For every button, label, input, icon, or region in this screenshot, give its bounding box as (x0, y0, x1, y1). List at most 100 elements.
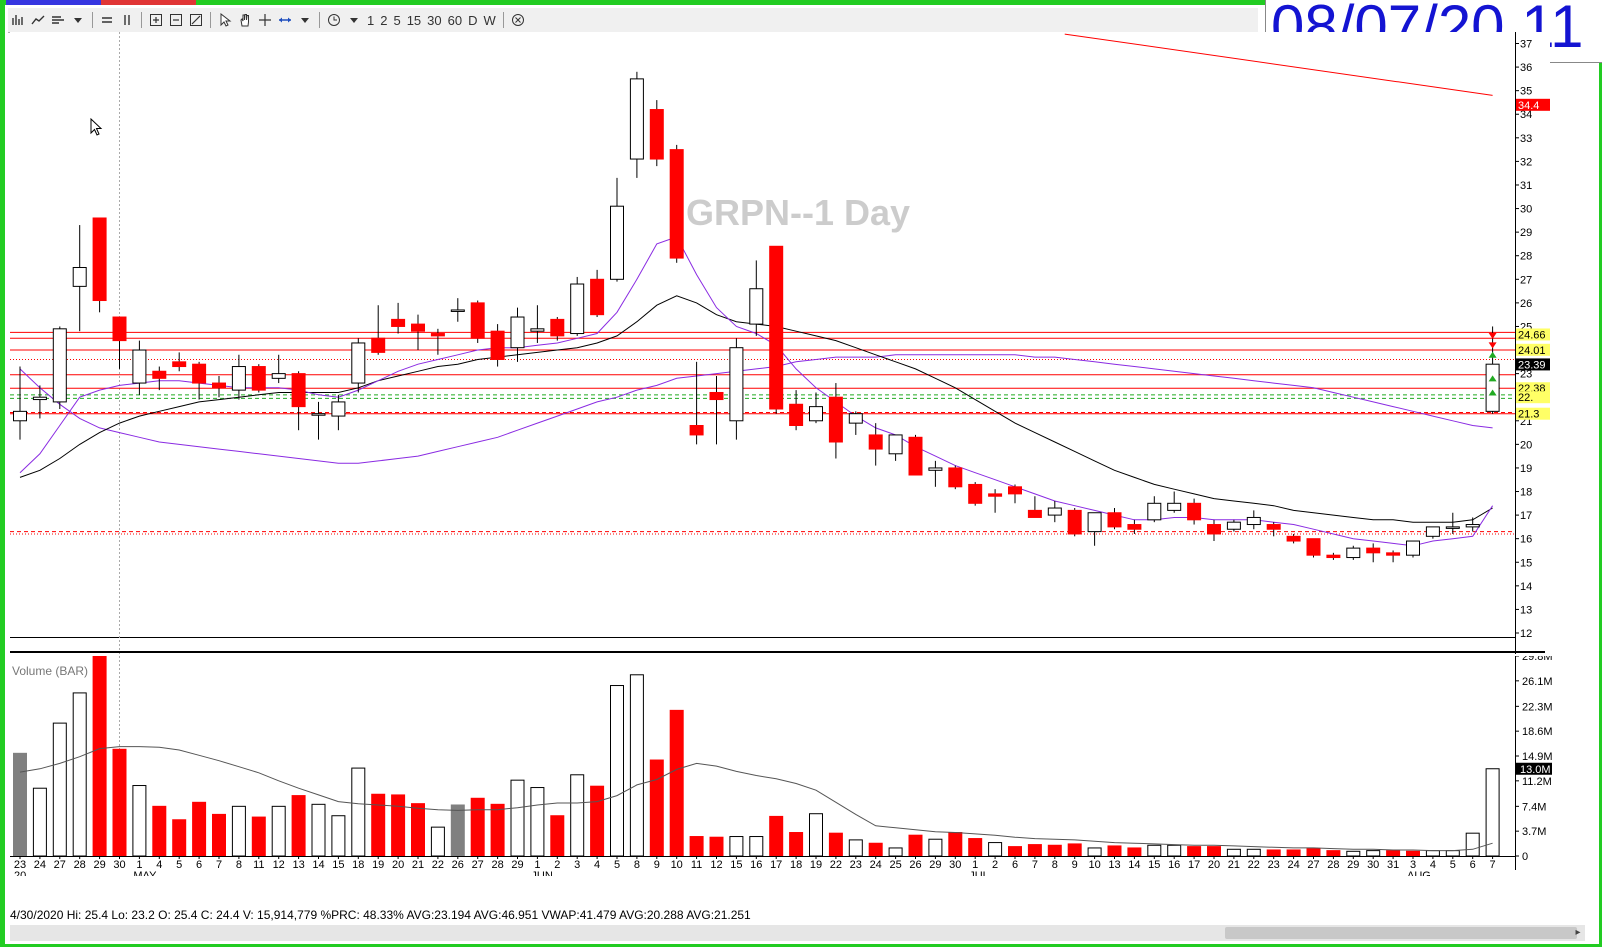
period-5-button[interactable]: 5 (393, 12, 401, 28)
pane-divider[interactable] (10, 651, 1545, 653)
x-tick-label: 18 (352, 859, 364, 871)
y-tick-label: 36 (1520, 62, 1532, 74)
zoom-in-icon[interactable] (147, 10, 165, 30)
candle-body (689, 424, 704, 436)
candle-body (1386, 552, 1401, 556)
mouse-cursor-icon (90, 117, 104, 143)
equal-lines-icon[interactable] (98, 10, 116, 30)
x-tick-label: 29 (1347, 859, 1359, 871)
pause-lines-icon[interactable] (118, 10, 136, 30)
scroll-right-arrow-icon[interactable]: ▸ (1575, 927, 1581, 938)
horizontal-scrollbar[interactable]: ▸ (10, 925, 1585, 941)
period-60-button[interactable]: 60 (447, 12, 463, 28)
volume-chart: 29.8M 26.1M 22.3M 18.6M 14.9M 11.2M 7.4M 3.7M 0 1… (10, 656, 1553, 876)
candle-body (331, 401, 346, 417)
chart-style-dropdown-icon[interactable] (69, 10, 87, 30)
zoom-out-icon[interactable] (167, 10, 185, 30)
title-bar-red-block (101, 0, 196, 5)
signal-marker-icon (1488, 375, 1497, 382)
volume-bar (610, 685, 624, 857)
volume-chart-pane[interactable]: 29.8M 26.1M 22.3M 18.6M 14.9M 11.2M 7.4M 3.7M 0 1… (10, 656, 1601, 876)
candle-body (1286, 535, 1301, 542)
x-tick-label: 23 (14, 859, 26, 871)
candle-body (1127, 524, 1142, 530)
volume-bar (908, 834, 923, 857)
candle-body (470, 302, 485, 339)
pointer-icon[interactable] (216, 10, 234, 30)
candle-body (1465, 524, 1480, 528)
toolbar-divider (141, 12, 142, 28)
candle-body (868, 434, 883, 450)
zoom-fit-icon[interactable] (187, 10, 205, 30)
line-chart-icon[interactable] (29, 10, 47, 30)
volume-bar (1167, 844, 1182, 857)
price-label-box (1516, 343, 1550, 356)
candle-body (1485, 363, 1500, 412)
candle-body (968, 483, 983, 504)
price-label: 21.3 (1518, 409, 1539, 421)
interval-dropdown-icon[interactable] (345, 10, 363, 30)
candle-body (1027, 509, 1042, 518)
x-tick-label: 4 (594, 859, 600, 871)
candle-body (411, 323, 425, 332)
candle-body (1445, 526, 1460, 529)
bar-chart-icon[interactable] (9, 10, 27, 30)
x-tick-label: 3 (574, 859, 580, 871)
candle-body (789, 403, 804, 426)
volume-bar (789, 832, 804, 857)
candle-body (112, 316, 127, 342)
x-tick-label: 25 (889, 859, 901, 871)
period-week-button[interactable]: W (483, 12, 496, 28)
price-label: 34.4 (1518, 100, 1539, 112)
period-2-button[interactable]: 2 (380, 12, 388, 28)
measure-icon[interactable] (276, 10, 294, 30)
x-tick-label: 4 (1430, 859, 1436, 871)
scrollbar-thumb[interactable] (1225, 927, 1577, 939)
hand-icon[interactable] (236, 10, 254, 30)
y-tick-label: 37 (1520, 39, 1532, 51)
x-tick-label: 11 (253, 859, 264, 871)
x-tick-label: 2 (554, 859, 560, 871)
volume-bar (570, 774, 585, 857)
candle-body (709, 391, 724, 401)
x-tick-label: 22 (432, 859, 444, 871)
volume-tick-label: 11.2M (1522, 776, 1552, 788)
y-tick-label: 34 (1520, 109, 1532, 121)
x-tick-label: 18 (790, 859, 802, 871)
candle-body (231, 366, 246, 391)
price-label: 24.66 (1518, 329, 1546, 341)
x-tick-label: 26 (909, 859, 921, 871)
candle-body (948, 467, 963, 488)
candle-body (132, 349, 147, 384)
crosshair-icon[interactable] (256, 10, 274, 30)
volume-bar (1027, 844, 1042, 857)
volume-bar (251, 816, 266, 857)
x-tick-label: 9 (654, 859, 660, 871)
x-tick-label: 1 (972, 859, 978, 871)
volume-bar (1246, 848, 1261, 857)
chart-style-icon[interactable] (49, 10, 67, 30)
volume-bar (430, 826, 445, 857)
volume-bar (1485, 768, 1500, 857)
period-1-button[interactable]: 1 (367, 12, 375, 28)
period-30-button[interactable]: 30 (427, 12, 442, 28)
volume-bar (809, 813, 823, 857)
volume-bar (351, 767, 366, 857)
clock-icon[interactable] (325, 10, 343, 30)
y-tick-label: 19 (1520, 463, 1532, 475)
x-tick-label: 24 (1287, 859, 1299, 871)
price-chart-pane[interactable]: 3736353433323130292827262524232221201918… (10, 32, 1550, 654)
volume-bar (112, 748, 127, 857)
volume-bar (749, 836, 764, 857)
x-tick-label: 15 (1148, 859, 1160, 871)
x-tick-label: 20 (392, 859, 404, 871)
candle-body (769, 245, 784, 410)
y-tick-label: 13 (1520, 604, 1532, 616)
period-15-button[interactable]: 15 (406, 12, 422, 28)
volume-tick-label: 26.1M (1522, 676, 1553, 688)
measure-dropdown-icon[interactable] (296, 10, 314, 30)
candle-body (649, 109, 664, 160)
close-circle-icon[interactable] (509, 10, 527, 30)
period-day-button[interactable]: D (468, 12, 478, 28)
x-tick-label: 5 (1450, 859, 1456, 871)
